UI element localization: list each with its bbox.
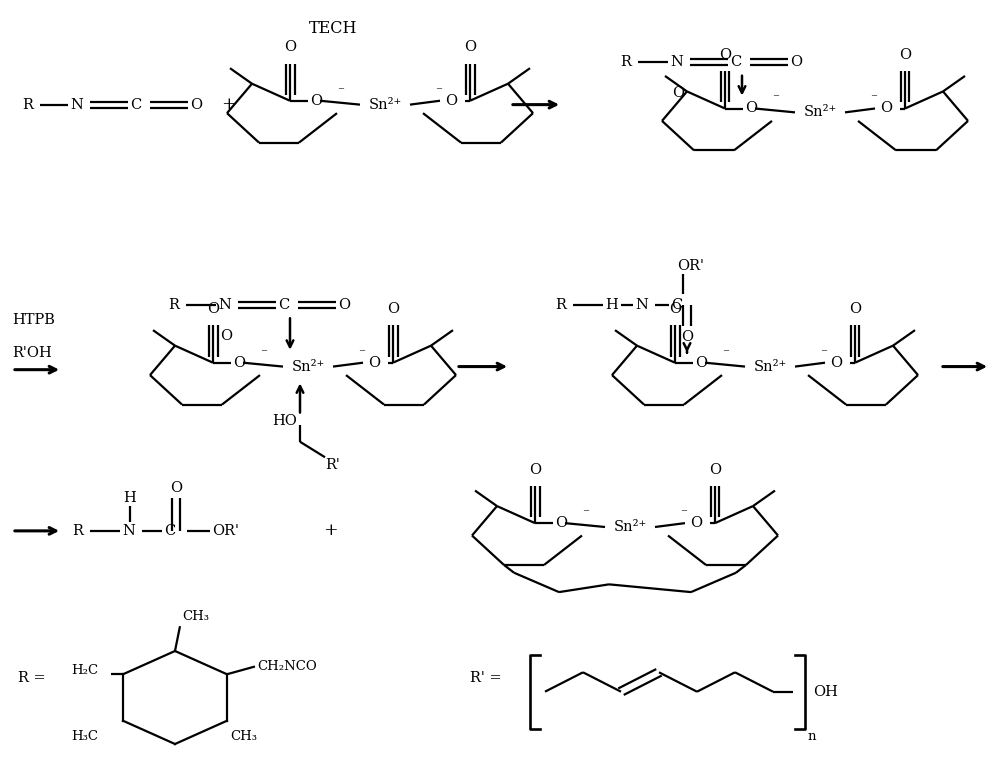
Text: R: R: [168, 298, 179, 312]
Text: R: R: [22, 98, 33, 112]
Text: O: O: [310, 94, 322, 108]
Text: O: O: [830, 356, 842, 370]
Text: ⁻: ⁻: [820, 347, 827, 360]
Text: ⁻: ⁻: [358, 347, 365, 360]
Text: O: O: [695, 356, 707, 370]
Text: ⁻: ⁻: [337, 85, 344, 98]
Text: O: O: [445, 94, 457, 108]
Text: N: N: [670, 55, 683, 69]
Text: O: O: [368, 356, 380, 370]
Text: ⁻: ⁻: [435, 85, 442, 98]
Text: H: H: [605, 298, 618, 312]
Text: CH₃: CH₃: [230, 730, 257, 742]
Text: O: O: [529, 463, 541, 477]
Text: O: O: [709, 463, 721, 477]
Text: R: R: [620, 55, 631, 69]
Text: R'OH: R'OH: [12, 346, 52, 360]
Text: CH₂NCO: CH₂NCO: [257, 660, 317, 673]
Text: O: O: [220, 329, 232, 343]
Text: Sn²⁺: Sn²⁺: [753, 360, 787, 374]
Text: O: O: [899, 48, 911, 62]
Text: O: O: [284, 40, 296, 54]
Text: N: N: [70, 98, 83, 112]
Text: OR': OR': [212, 524, 239, 538]
Text: O: O: [464, 40, 476, 54]
Text: R': R': [325, 458, 340, 472]
Text: +: +: [323, 522, 337, 539]
Text: R: R: [555, 298, 566, 312]
Text: OH: OH: [813, 684, 838, 699]
Text: R: R: [72, 524, 83, 538]
Text: H: H: [124, 491, 136, 505]
Text: Sn²⁺: Sn²⁺: [613, 520, 647, 534]
Text: O: O: [190, 98, 202, 112]
Text: ⁻: ⁻: [260, 347, 267, 360]
Text: O: O: [207, 302, 219, 316]
Text: O: O: [745, 102, 757, 115]
Text: O: O: [719, 48, 731, 62]
Text: O: O: [387, 302, 399, 316]
Text: H₂C: H₂C: [71, 664, 98, 677]
Text: ⁻: ⁻: [870, 93, 877, 105]
Text: N: N: [122, 524, 135, 538]
Text: Sn²⁺: Sn²⁺: [368, 98, 402, 112]
Text: O: O: [690, 516, 702, 530]
Text: Sn²⁺: Sn²⁺: [803, 105, 837, 119]
Text: O: O: [233, 356, 245, 370]
Text: OR': OR': [677, 259, 704, 273]
Text: C: C: [730, 55, 741, 69]
Text: R =: R =: [18, 671, 46, 685]
Text: O: O: [555, 516, 567, 530]
Text: TECH: TECH: [309, 20, 357, 37]
Text: C: C: [130, 98, 141, 112]
Text: N: N: [218, 298, 231, 312]
Text: O: O: [681, 330, 693, 344]
Text: C: C: [671, 298, 682, 312]
Text: C: C: [278, 298, 289, 312]
Text: R' =: R' =: [470, 671, 502, 685]
Text: H₃C: H₃C: [71, 730, 98, 742]
Text: O: O: [790, 55, 802, 69]
Text: n: n: [808, 730, 816, 742]
Text: O: O: [669, 302, 681, 316]
Text: O: O: [849, 302, 861, 316]
Text: ⁻: ⁻: [582, 508, 589, 520]
Text: HTPB: HTPB: [12, 313, 55, 327]
Text: C: C: [164, 524, 175, 538]
Text: N: N: [635, 298, 648, 312]
Text: ⁻: ⁻: [772, 93, 779, 105]
Text: HO: HO: [272, 414, 297, 428]
Text: ⁻: ⁻: [680, 508, 687, 520]
Text: O: O: [170, 481, 182, 495]
Text: Sn²⁺: Sn²⁺: [291, 360, 325, 374]
Text: O: O: [880, 102, 892, 115]
Text: O: O: [338, 298, 350, 312]
Text: ⁻: ⁻: [722, 347, 729, 360]
Text: CH₃: CH₃: [182, 611, 209, 623]
Text: O: O: [672, 86, 684, 100]
Text: +: +: [221, 96, 235, 113]
